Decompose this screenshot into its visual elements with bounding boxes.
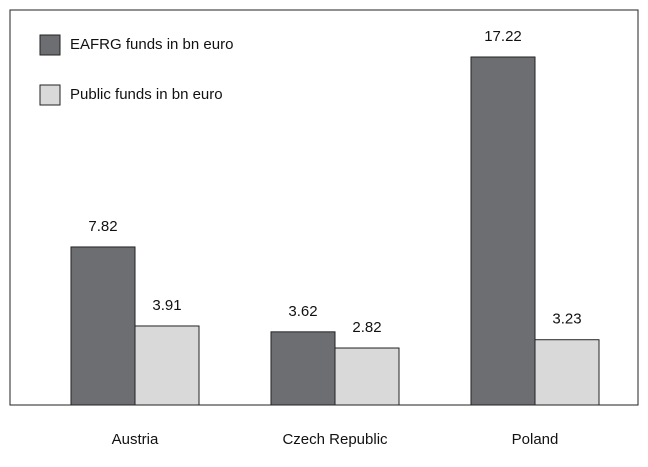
bar <box>70 246 136 406</box>
value-label: 3.62 <box>288 303 317 320</box>
value-label: 17.22 <box>484 28 522 45</box>
x-tick-label: Czech Republic <box>282 431 388 448</box>
bar <box>534 339 600 406</box>
bar <box>270 331 336 406</box>
legend-label: EAFRG funds in bn euro <box>70 36 233 53</box>
legend-swatch <box>39 34 61 56</box>
x-tick-label: Austria <box>112 431 159 448</box>
bar <box>134 325 200 406</box>
legend-label: Public funds in bn euro <box>70 86 223 103</box>
value-label: 2.82 <box>352 319 381 336</box>
value-label: 3.91 <box>152 297 181 314</box>
x-tick-label: Poland <box>512 431 559 448</box>
bar <box>334 347 400 406</box>
value-label: 3.23 <box>552 311 581 328</box>
value-label: 7.82 <box>88 218 117 235</box>
legend-swatch <box>39 84 61 106</box>
bar <box>470 56 536 406</box>
